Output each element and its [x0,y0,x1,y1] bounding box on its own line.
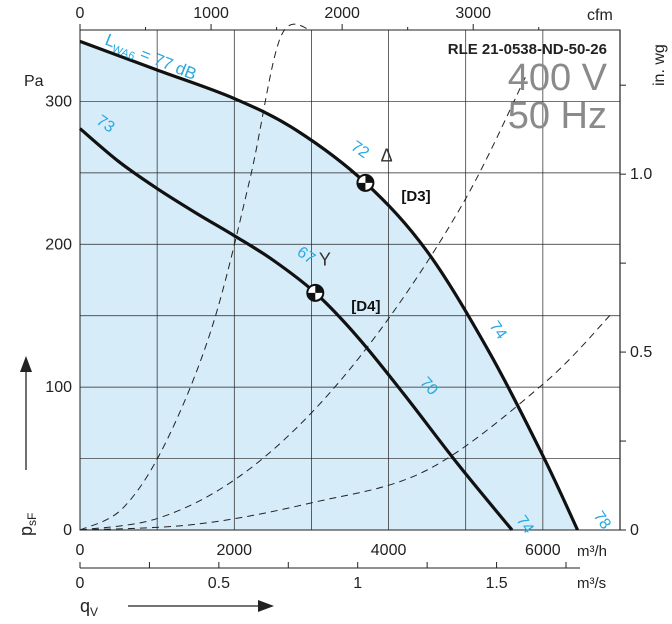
noise-level-label: 72 [348,138,372,162]
operating-point-quadrant [315,284,324,293]
operating-point-marker [306,283,325,302]
inwg-tick-label: 0.5 [630,344,652,361]
bottom-unit-m3s: m³/s [577,575,606,592]
noise-level-label: 74 [486,318,510,342]
voltage-label: 400 V [508,57,608,99]
m3s-tick-label: 1.5 [485,575,507,592]
m3s-tick-label: 0.5 [208,575,230,592]
fan-curve-d4 [78,127,514,532]
cfm-tick-label: 1000 [193,5,229,22]
y-unit-pa: Pa [24,73,44,90]
system-curve [79,312,613,531]
pa-tick-label: 300 [45,93,72,110]
x-axis-label: qV [80,596,98,619]
inwg-tick-label: 1.0 [630,166,652,183]
operating-point-quadrant [365,174,374,183]
x-axis-arrow-head [258,600,274,612]
m3s-tick-label: 1 [353,575,362,592]
y-axis-label: psF [16,513,39,536]
curve-marker-symbol: Δ [381,145,393,165]
pa-tick-label: 100 [45,379,72,396]
operating-point-label: [D4] [351,298,380,315]
top-unit-cfm: cfm [587,7,613,24]
operating-point-quadrant [357,182,366,191]
operating-area [80,41,578,531]
m3h-tick-label: 6000 [525,542,561,559]
m3h-tick-label: 2000 [216,542,252,559]
operating-point-label: [D3] [401,188,430,205]
pa-tick-label: 200 [45,236,72,253]
cfm-tick-label: 3000 [455,5,491,22]
operating-point-quadrant [307,292,316,301]
pa-tick-label: 0 [63,522,72,539]
frequency-label: 50 Hz [508,95,607,137]
m3s-tick-label: 0 [76,575,85,592]
inwg-tick-label: 0 [630,522,639,539]
model-title: RLE 21-0538-ND-50-26 [448,41,607,58]
noise-level-label: 78 [590,508,614,532]
right-unit-inwg: in. wg [651,44,668,86]
m3h-tick-label: 4000 [371,542,407,559]
m3h-tick-label: 0 [76,542,85,559]
system-curve [79,23,312,531]
operating-point-marker [356,173,375,192]
system-curve [79,72,528,531]
curve-marker-symbol: Y [319,250,331,270]
y-axis-arrow-head [20,356,32,372]
cfm-tick-label: 2000 [324,5,360,22]
bottom-unit-m3h: m³/h [577,543,607,560]
cfm-tick-label: 0 [76,5,85,22]
